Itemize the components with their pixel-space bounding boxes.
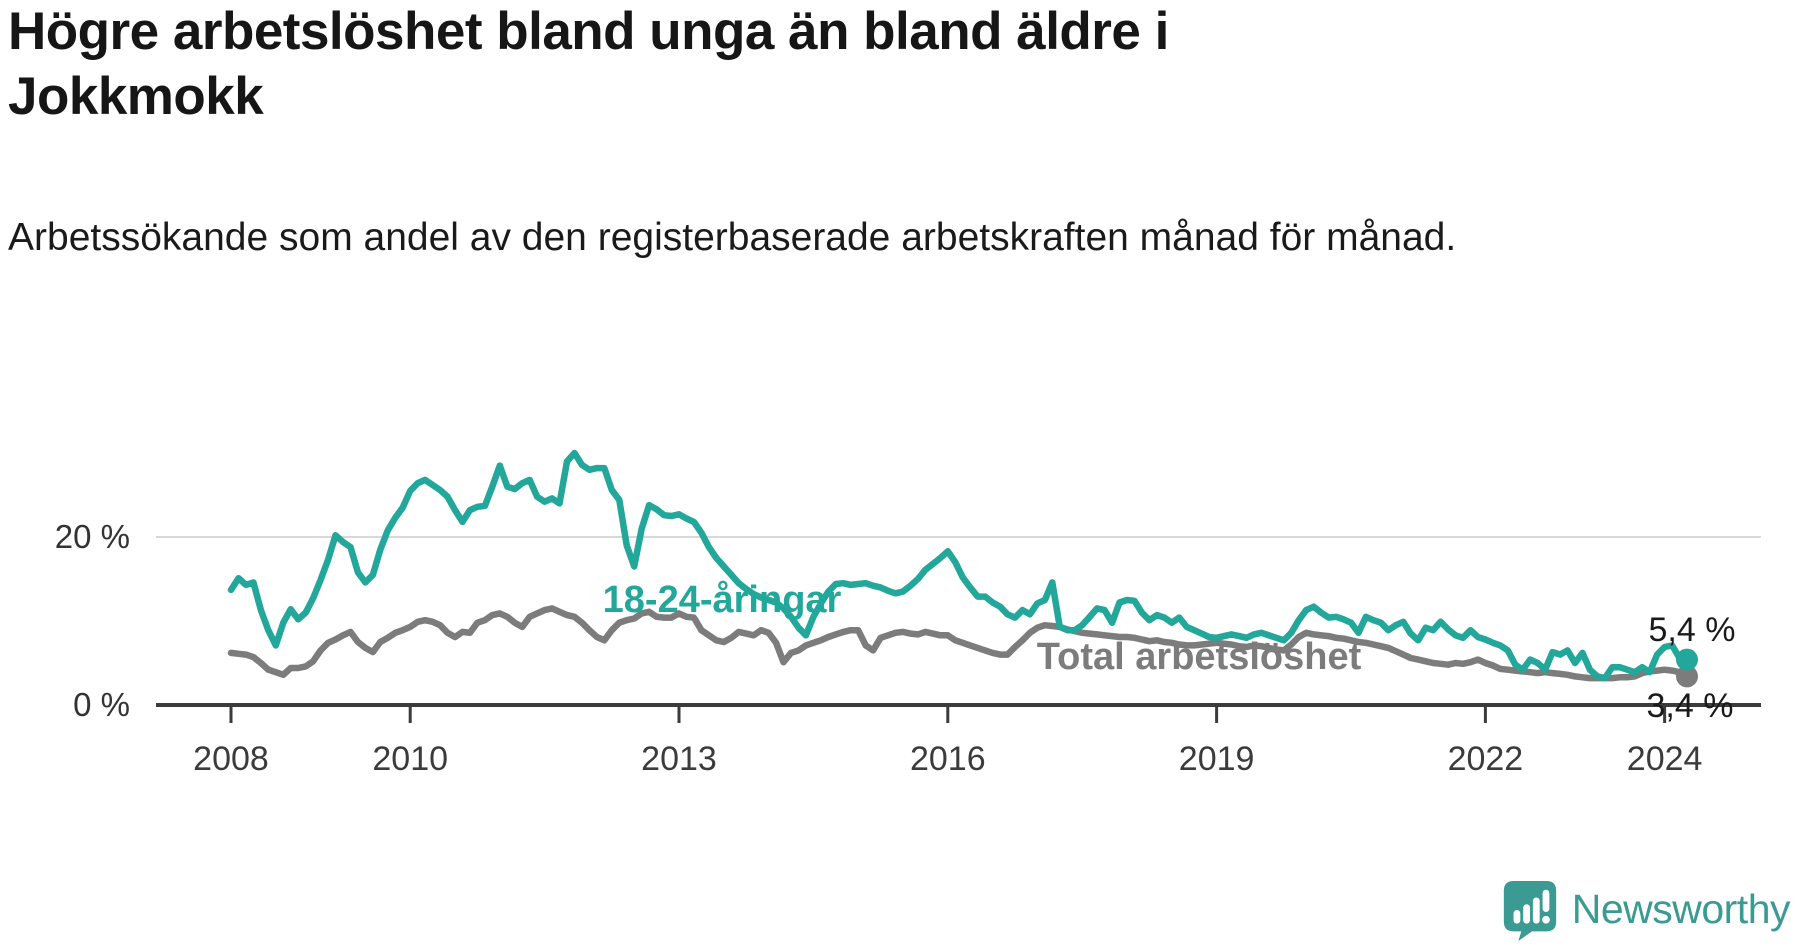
page-subtitle: Arbetssökande som andel av den registerb… (8, 216, 1457, 259)
newsworthy-branding: Newsworthy (1502, 880, 1791, 942)
series-end-dot-total (1676, 665, 1698, 688)
end-value-label-youth: 5,4 % (1649, 611, 1736, 649)
x-axis-label-2008: 2008 (193, 740, 269, 778)
series-line-total (227, 605, 1691, 682)
newsworthy-logo-text: Newsworthy (1571, 885, 1791, 932)
series-end-dot-youth (1676, 648, 1698, 671)
x-axis-label-2022: 2022 (1448, 740, 1524, 778)
x-axis-label-2010: 2010 (372, 740, 448, 778)
series-line-youth (227, 449, 1691, 682)
series-label-youth: 18-24-åringar (603, 579, 842, 621)
end-value-label-total: 3,4 % (1647, 687, 1734, 725)
y-axis-label-20: 20 % (55, 518, 130, 555)
x-axis-label-2013: 2013 (641, 740, 717, 778)
x-axis-label-2024: 2024 (1627, 740, 1703, 778)
y-axis-label-0: 0 % (73, 686, 130, 723)
page-title: Högre arbetslöshet bland unga än bland ä… (8, 2, 1169, 126)
newsworthy-logo-icon (1502, 880, 1558, 942)
x-axis-label-2019: 2019 (1179, 740, 1255, 778)
x-axis-label-2016: 2016 (910, 740, 986, 778)
series-label-total: Total arbetslöshet (1037, 636, 1362, 678)
